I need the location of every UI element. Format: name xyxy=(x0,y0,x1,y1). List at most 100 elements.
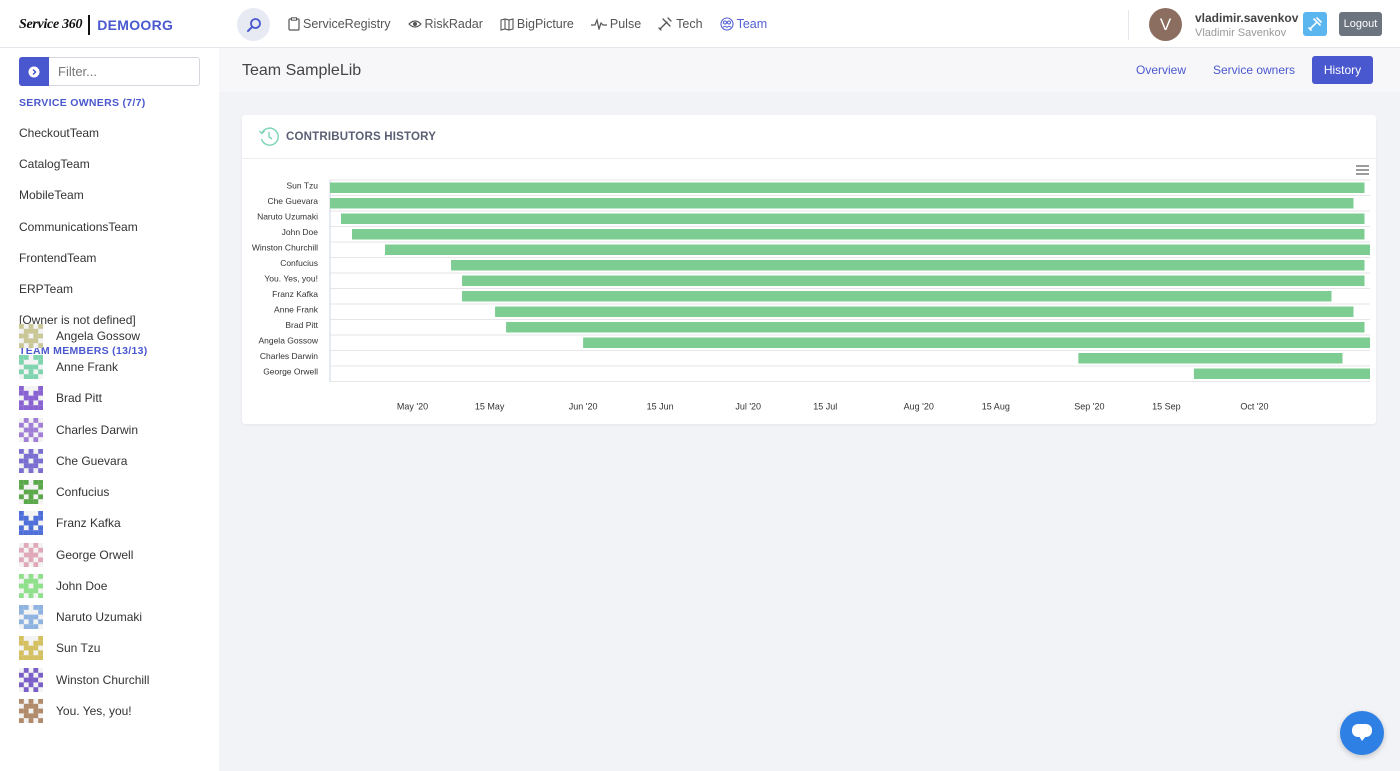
member-avatar-icon xyxy=(19,386,43,410)
nav-risk-radar[interactable]: RiskRadar xyxy=(407,17,483,31)
member-avatar-icon xyxy=(19,511,43,535)
x-tick-label: Oct '20 xyxy=(1240,402,1268,412)
chevron-right-icon xyxy=(28,66,40,77)
filter-input[interactable] xyxy=(49,57,200,86)
owner-item[interactable]: [Owner is not defined] xyxy=(19,313,136,327)
contributors-history-chart: Sun Tzu Che Guevara Naruto Uzumaki John Doe… xyxy=(252,179,1370,412)
team-members-heading: TEAM MEMBERS (13/13) xyxy=(19,345,148,357)
team-member-item[interactable]: Sun Tzu xyxy=(19,635,100,661)
sidebar: SERVICE OWNERS (7/7) CheckoutTeam Catalo… xyxy=(0,48,219,771)
nav-service-registry[interactable]: ServiceRegistry xyxy=(288,17,391,31)
team-member-item[interactable]: John Doe xyxy=(19,573,107,599)
nav-team[interactable]: Team xyxy=(720,17,768,31)
x-tick-label: Aug '20 xyxy=(904,402,934,412)
x-tick-label: 15 Aug xyxy=(982,402,1010,412)
nav-label: BigPicture xyxy=(516,17,574,31)
chat-bubble-icon xyxy=(1352,724,1372,741)
header-divider xyxy=(1128,10,1129,40)
team-member-item[interactable]: Che Guevara xyxy=(19,448,127,474)
history-bar xyxy=(341,213,1365,224)
team-member-item[interactable]: Brad Pitt xyxy=(19,385,102,411)
page-title: Team SampleLib xyxy=(242,62,362,79)
member-avatar-icon xyxy=(19,543,43,567)
user-full-name: Vladimir Savenkov xyxy=(1195,27,1287,39)
tools-icon xyxy=(1308,17,1322,31)
team-member-item[interactable]: Franz Kafka xyxy=(19,510,121,536)
member-name: George Orwell xyxy=(56,548,134,562)
nav-label: Team xyxy=(736,17,768,31)
eye-icon xyxy=(407,20,422,28)
search-button[interactable] xyxy=(237,8,270,41)
member-name: Charles Darwin xyxy=(56,423,139,437)
pulse-icon xyxy=(590,18,607,30)
team-member-item[interactable]: Winston Churchill xyxy=(19,667,149,693)
history-bar xyxy=(330,182,1365,193)
clipboard-icon xyxy=(288,17,300,31)
y-tick-label: Sun Tzu xyxy=(286,181,318,191)
owner-item[interactable]: CheckoutTeam xyxy=(19,126,100,140)
team-member-item[interactable]: Naruto Uzumaki xyxy=(19,604,142,630)
member-name: Confucius xyxy=(56,485,110,499)
x-tick-label: 15 Jul xyxy=(813,402,837,412)
x-tick-label: Jun '20 xyxy=(569,402,598,412)
card-title: CONTRIBUTORS HISTORY xyxy=(286,131,437,143)
owner-item[interactable]: ERPTeam xyxy=(19,282,74,296)
member-avatar-icon xyxy=(19,449,43,473)
brand[interactable]: Service 360 DEMOORG xyxy=(19,14,173,36)
map-icon xyxy=(500,17,514,31)
history-bar xyxy=(495,306,1354,317)
chart-menu-icon[interactable] xyxy=(1356,165,1369,175)
member-avatar-icon xyxy=(19,418,43,442)
member-name: Che Guevara xyxy=(56,454,128,468)
nav-pulse[interactable]: Pulse xyxy=(590,17,642,31)
y-tick-label: Charles Darwin xyxy=(260,351,318,361)
tab-history[interactable]: History xyxy=(1312,56,1373,84)
history-bar xyxy=(352,229,1365,240)
org-name: DEMOORG xyxy=(97,17,174,33)
member-name: You. Yes, you! xyxy=(56,704,132,718)
user-avatar[interactable]: V xyxy=(1149,8,1182,41)
main-nav: ServiceRegistry RiskRadar BigPicture Pul… xyxy=(288,0,784,48)
owner-item[interactable]: CatalogTeam xyxy=(19,157,90,171)
team-member-item[interactable]: You. Yes, you! xyxy=(19,698,132,724)
team-member-item[interactable]: Angela Gossow xyxy=(19,323,140,349)
member-name: Brad Pitt xyxy=(56,391,103,405)
brand-divider xyxy=(88,15,91,35)
member-name: Naruto Uzumaki xyxy=(56,610,143,624)
owner-item[interactable]: FrontendTeam xyxy=(19,251,97,265)
logout-button[interactable]: Logout xyxy=(1339,12,1382,36)
x-tick-label: Sep '20 xyxy=(1074,402,1104,412)
owner-item[interactable]: CommunicationsTeam xyxy=(19,220,138,234)
x-tick-label: May '20 xyxy=(397,402,428,412)
card-header: CONTRIBUTORS HISTORY xyxy=(242,115,1376,159)
y-tick-label: Naruto Uzumaki xyxy=(257,212,318,222)
nav-label: RiskRadar xyxy=(424,17,483,31)
chat-button[interactable] xyxy=(1340,711,1384,755)
team-member-item[interactable]: Confucius xyxy=(19,479,109,505)
y-tick-label: John Doe xyxy=(282,227,319,237)
history-bar xyxy=(451,260,1365,271)
nav-big-picture[interactable]: BigPicture xyxy=(500,17,574,31)
history-bar xyxy=(462,291,1332,302)
page-header xyxy=(219,48,1400,92)
x-tick-label: 15 Sep xyxy=(1152,402,1181,412)
nav-label: Pulse xyxy=(609,17,642,31)
nav-tech[interactable]: Tech xyxy=(658,17,703,31)
y-tick-label: You. Yes, you! xyxy=(264,274,318,284)
owner-item[interactable]: MobileTeam xyxy=(19,188,84,202)
admin-tools-button[interactable] xyxy=(1303,12,1327,36)
member-avatar-icon xyxy=(19,355,43,379)
team-member-item[interactable]: Charles Darwin xyxy=(19,417,138,443)
history-bar xyxy=(330,198,1354,209)
team-member-item[interactable]: Anne Frank xyxy=(19,354,118,380)
member-avatar-icon xyxy=(19,480,43,504)
team-member-item[interactable]: George Orwell xyxy=(19,542,133,568)
tab-service-owners[interactable]: Service owners xyxy=(1212,63,1296,77)
history-bar xyxy=(1193,368,1370,379)
top-bar: Service 360 DEMOORG ServiceRegistry Risk… xyxy=(0,0,1400,48)
filter-toggle-button[interactable] xyxy=(19,57,49,86)
member-avatar-icon xyxy=(19,605,43,629)
y-tick-label: Brad Pitt xyxy=(285,320,318,330)
history-clock-icon xyxy=(259,127,279,146)
tab-overview[interactable]: Overview xyxy=(1135,63,1186,77)
